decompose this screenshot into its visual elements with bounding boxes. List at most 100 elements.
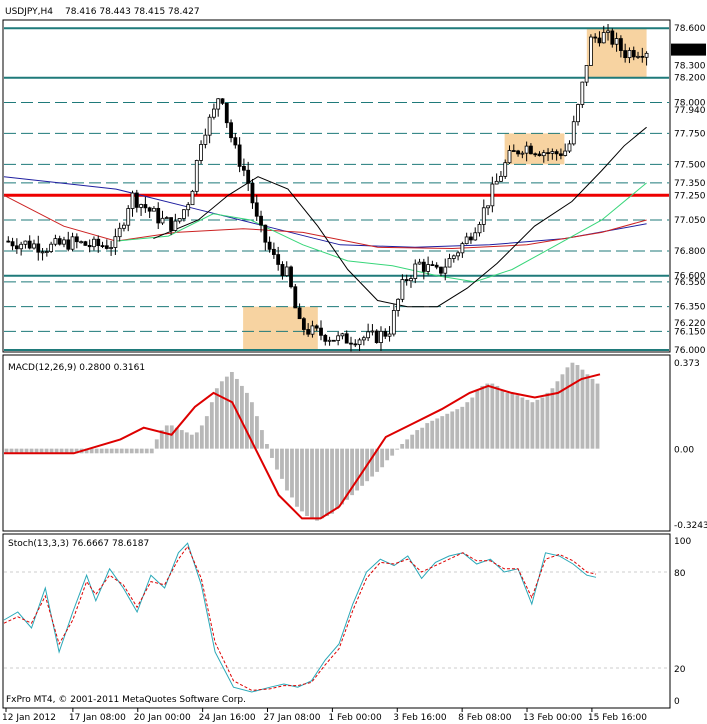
macd-histogram-bar	[285, 448, 289, 491]
macd-histogram-bar	[575, 365, 580, 449]
candle-body	[494, 180, 499, 185]
macd-histogram-bar	[255, 416, 259, 449]
macd-histogram-bar	[305, 448, 309, 517]
macd-histogram-bar	[540, 397, 545, 449]
time-tick-label: 24 Jan 16:00	[199, 713, 256, 723]
macd-histogram-bar	[104, 448, 109, 454]
macd-histogram-bar	[405, 439, 410, 449]
price-tick-label: 78.300	[674, 61, 706, 71]
candle-body	[40, 251, 45, 254]
candle-body	[259, 215, 263, 226]
candle-body	[109, 247, 113, 249]
candle-body	[601, 32, 606, 44]
moving-average-line	[116, 182, 647, 283]
stoch-tick-label: 80	[674, 569, 686, 579]
candle-body	[361, 337, 366, 341]
candle-body	[177, 218, 182, 222]
candle-body	[516, 150, 520, 155]
time-tick-label: 8 Feb 08:00	[458, 713, 512, 723]
macd-histogram-bar	[435, 418, 440, 449]
macd-histogram-bar	[455, 409, 460, 449]
candle-body	[173, 220, 178, 231]
candle-body	[563, 150, 568, 156]
price-plot	[3, 24, 669, 352]
candle-body	[323, 334, 328, 342]
candle-body	[113, 236, 118, 248]
price-tick-label: 77.050	[674, 216, 706, 226]
candle-body	[319, 327, 323, 336]
macd-histogram-bar	[250, 402, 254, 449]
candle-body	[36, 243, 41, 253]
candle-body	[229, 122, 233, 139]
candle-body	[597, 37, 602, 44]
candle-body	[353, 343, 358, 346]
macd-histogram-bar	[239, 385, 244, 449]
candle-body	[529, 145, 533, 155]
candle-body	[237, 144, 242, 167]
macd-histogram-bar	[189, 434, 194, 449]
macd-histogram-bar	[129, 448, 134, 454]
macd-histogram-bar	[19, 448, 24, 454]
candle-body	[344, 333, 349, 344]
moving-average-line	[3, 176, 647, 248]
price-tick-label: 77.500	[674, 160, 706, 170]
macd-histogram-bar	[555, 381, 560, 449]
candle-body	[421, 261, 426, 272]
macd-histogram-bar	[24, 448, 29, 454]
macd-histogram-bar	[34, 448, 39, 454]
candle-body	[490, 183, 495, 207]
candle-body	[507, 150, 512, 164]
macd-histogram-bar	[300, 448, 304, 512]
macd-tick-label: 0.373	[674, 359, 700, 369]
candle-body	[550, 151, 555, 154]
candle-body	[74, 236, 79, 243]
candle-body	[618, 38, 623, 51]
macd-histogram-bar	[525, 399, 530, 449]
stoch-tick-label: 20	[674, 665, 686, 675]
candle-body	[533, 153, 538, 156]
candle-body	[62, 239, 66, 245]
candle-body	[134, 192, 139, 208]
macd-histogram-bar	[335, 448, 339, 510]
macd-histogram-bar	[505, 392, 510, 449]
macd-histogram-bar	[530, 402, 535, 449]
candle-body	[220, 98, 225, 104]
candle-body	[370, 330, 375, 333]
candle-body	[23, 240, 28, 245]
candle-body	[426, 264, 431, 272]
macd-histogram-bar	[440, 416, 445, 449]
candle-body	[49, 243, 54, 252]
time-tick-label: 12 Jan 2012	[2, 713, 56, 723]
macd-histogram-bar	[179, 430, 184, 449]
candle-body	[477, 224, 482, 234]
candle-body	[511, 150, 516, 152]
macd-histogram-bar	[219, 381, 224, 449]
candle-body	[541, 152, 546, 157]
current-price-marker	[671, 43, 706, 56]
candle-body	[610, 30, 615, 45]
macd-tick-label: 0.00	[674, 446, 694, 456]
candle-body	[391, 310, 396, 335]
price-pane-frame	[2, 19, 671, 353]
price-tick-label: 78.600	[674, 24, 706, 34]
highlight-zone	[243, 306, 318, 350]
candle-body	[417, 261, 422, 265]
candle-body	[554, 151, 559, 155]
macd-histogram-bar	[84, 448, 89, 454]
candle-body	[10, 241, 15, 247]
macd-histogram-bar	[510, 392, 515, 449]
macd-histogram-bar	[134, 448, 139, 454]
candle-body	[14, 245, 19, 250]
candle-body	[593, 36, 598, 39]
macd-histogram-bar	[149, 448, 154, 454]
candle-body	[430, 264, 435, 266]
macd-histogram-bar	[350, 448, 354, 496]
candle-body	[379, 330, 383, 343]
highlight-zone	[504, 133, 565, 165]
macd-histogram-bar	[470, 397, 475, 449]
ohlc-readout: 78.416 78.443 78.415 78.427	[65, 7, 200, 17]
stoch-signal-line	[3, 545, 597, 691]
macd-histogram-bar	[260, 430, 264, 449]
macd-histogram-bar	[109, 448, 114, 454]
candle-body	[469, 236, 473, 241]
